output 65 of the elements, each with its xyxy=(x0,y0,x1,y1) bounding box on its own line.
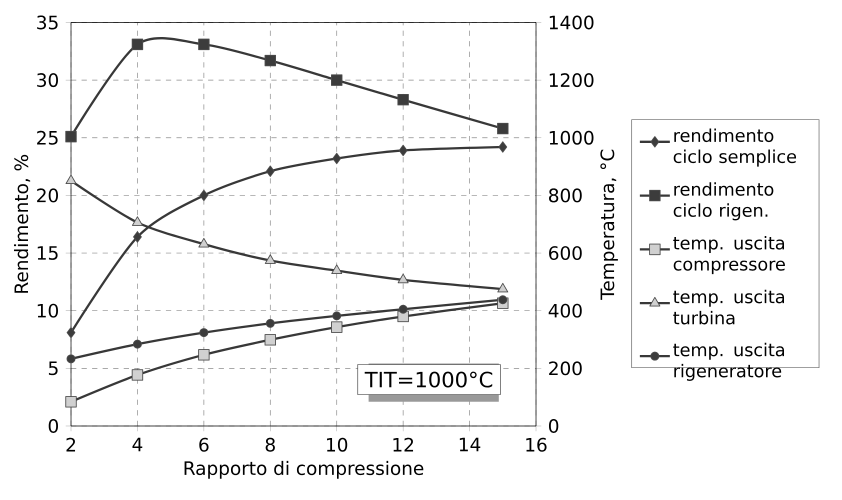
y2-tick-label: 600 xyxy=(549,246,582,260)
point xyxy=(132,216,143,226)
point xyxy=(331,264,342,274)
y2-axis-title: Temperatura, °C xyxy=(600,150,618,300)
point xyxy=(198,38,210,50)
x-tick-label: 2 xyxy=(66,438,76,452)
point xyxy=(397,94,409,106)
point xyxy=(132,369,144,381)
y-tick-label: 20 xyxy=(37,188,58,202)
y2-tick-label: 800 xyxy=(549,188,582,202)
point xyxy=(398,304,408,314)
point xyxy=(398,144,408,156)
point xyxy=(266,318,275,328)
x-tick-label: 16 xyxy=(526,438,547,452)
y2-tick-label: 400 xyxy=(548,304,582,318)
point xyxy=(66,174,76,184)
point xyxy=(66,354,76,364)
x-tick-label: 4 xyxy=(132,438,142,452)
point xyxy=(66,326,76,338)
point xyxy=(264,54,276,66)
y-tick-label: 30 xyxy=(37,73,58,88)
annotation: TIT=1000°C xyxy=(364,372,492,388)
point xyxy=(132,340,142,349)
legend-label: temp. uscita rigeneratore xyxy=(673,342,784,381)
point xyxy=(498,141,508,153)
point xyxy=(497,282,508,292)
point xyxy=(199,328,208,338)
y-tick-label: 35 xyxy=(37,16,58,30)
x-tick-label: 12 xyxy=(393,438,414,452)
point xyxy=(198,349,210,361)
x-tick-label: 6 xyxy=(199,438,209,452)
x-axis-title: Rapporto di compressione xyxy=(184,460,424,479)
point xyxy=(398,274,409,284)
y2-tick-label: 0 xyxy=(548,419,558,433)
point xyxy=(133,231,142,243)
point xyxy=(65,130,77,142)
y-tick-label: 10 xyxy=(38,304,58,318)
point xyxy=(266,165,275,177)
point xyxy=(132,38,144,50)
legend-label: temp. uscita turbina xyxy=(673,290,784,324)
point xyxy=(264,334,276,346)
point xyxy=(331,74,342,86)
y-tick-label: 25 xyxy=(37,130,58,145)
y-tick-label: 0 xyxy=(48,419,58,433)
y-axis-title: Rendimento, % xyxy=(14,154,30,293)
point xyxy=(198,238,210,248)
point xyxy=(497,122,509,134)
point xyxy=(332,152,342,164)
point xyxy=(199,190,208,202)
x-tick-label: 14 xyxy=(460,438,480,452)
point xyxy=(331,321,342,333)
y-tick-label: 5 xyxy=(48,361,58,376)
y2-tick-label: 1200 xyxy=(550,73,594,88)
legend-label: rendimento ciclo rigen. xyxy=(674,182,774,220)
x-tick-label: 10 xyxy=(326,438,348,452)
x-tick-label: 8 xyxy=(266,438,275,452)
y2-tick-label: 200 xyxy=(549,361,582,376)
point xyxy=(498,295,508,304)
y2-tick-label: 1000 xyxy=(550,130,594,145)
point xyxy=(264,254,276,264)
point xyxy=(332,311,342,320)
y2-tick-label: 1400 xyxy=(550,16,594,30)
legend-label: rendimento ciclo semplice xyxy=(674,128,796,167)
y-tick-label: 15 xyxy=(38,246,58,260)
point xyxy=(65,396,77,408)
